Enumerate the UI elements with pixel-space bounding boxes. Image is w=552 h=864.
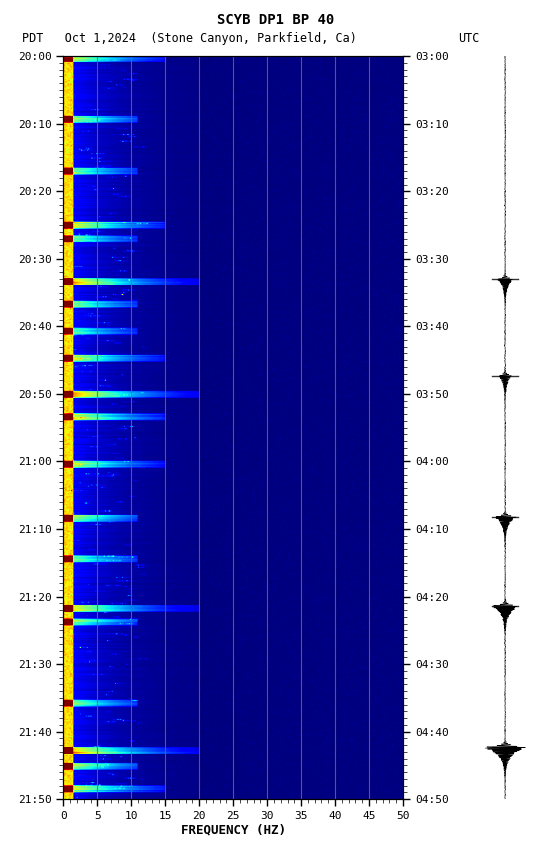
Text: SCYB DP1 BP 40: SCYB DP1 BP 40 [217,13,335,27]
Text: PDT   Oct 1,2024  (Stone Canyon, Parkfield, Ca): PDT Oct 1,2024 (Stone Canyon, Parkfield,… [22,32,357,45]
X-axis label: FREQUENCY (HZ): FREQUENCY (HZ) [181,823,286,836]
Text: UTC: UTC [458,32,480,45]
